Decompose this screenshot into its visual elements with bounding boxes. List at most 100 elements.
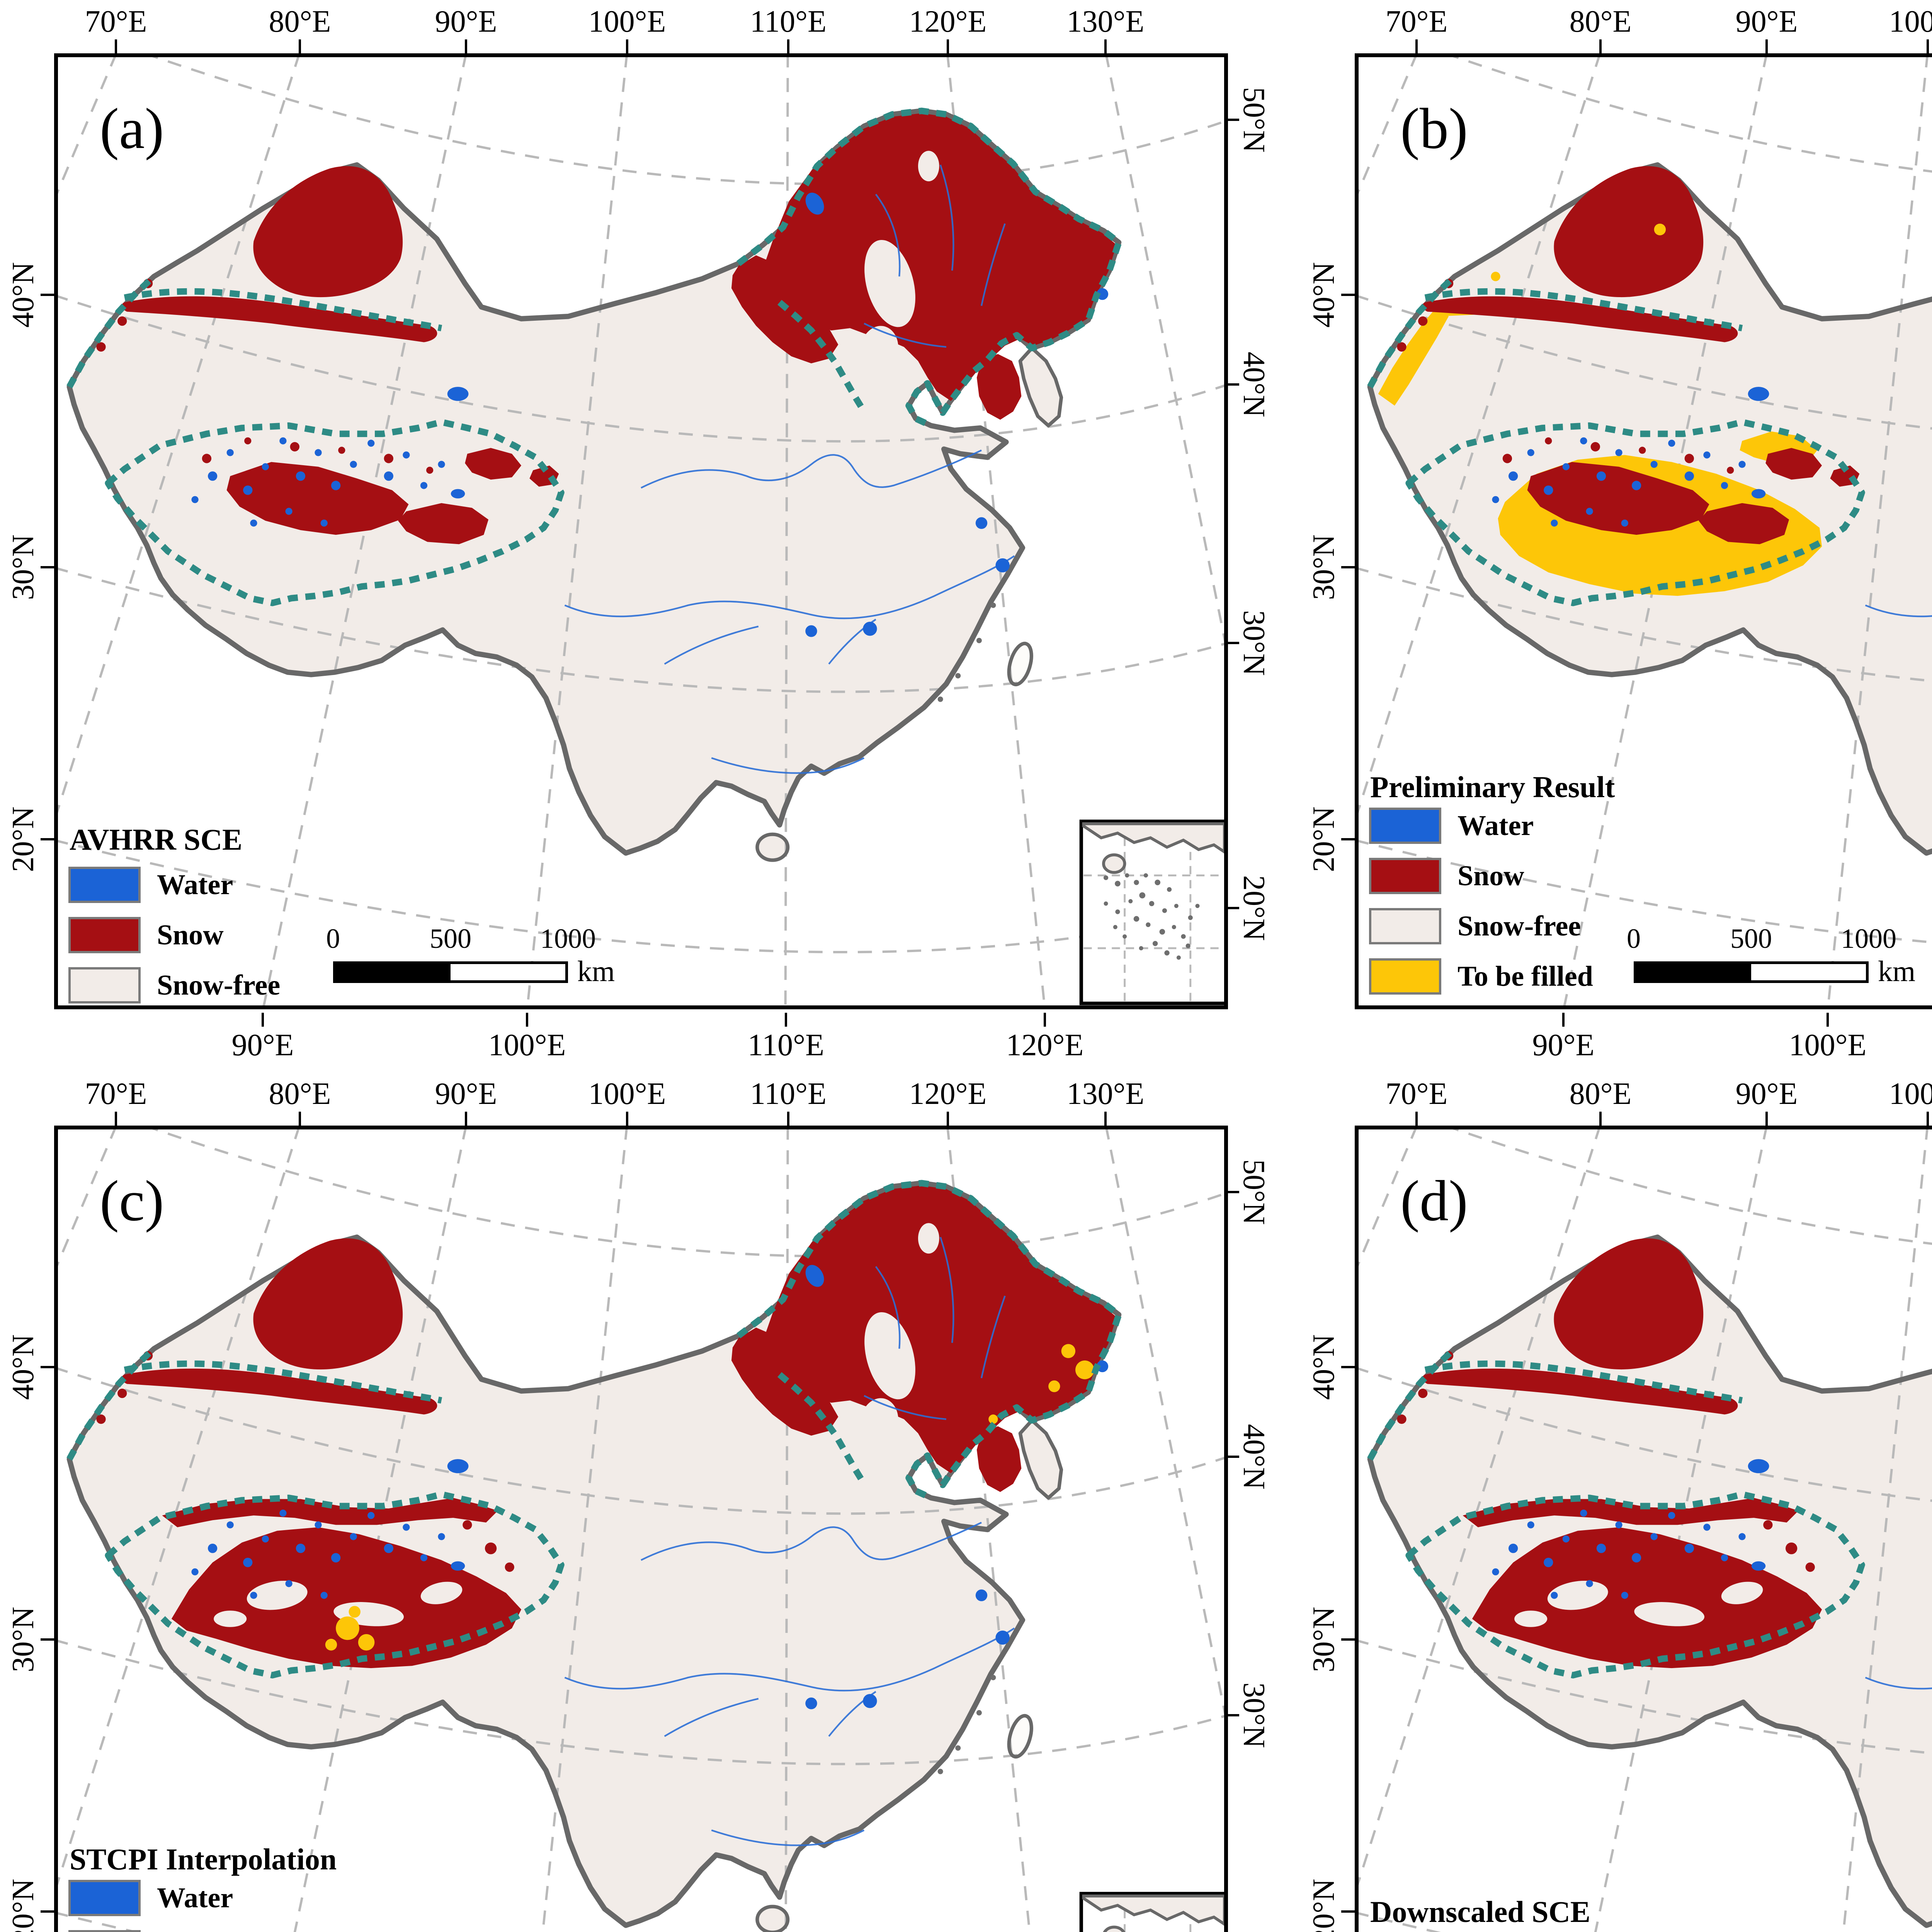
axis-label-top: 130°E	[1048, 1078, 1163, 1126]
tick-mark	[1341, 1366, 1355, 1368]
panel-letter: (a)	[100, 97, 164, 161]
tick-mark	[41, 1638, 54, 1641]
axis-label-top: 70°E	[1359, 5, 1475, 53]
legend-label: Snow-free	[1458, 910, 1581, 942]
legend-swatch-water	[1369, 808, 1441, 844]
axis-label-right: 40°N	[1237, 352, 1271, 417]
panel-letter: (c)	[100, 1169, 164, 1233]
legend-label: Snow	[157, 919, 224, 951]
axis-label-top: 90°E	[1709, 5, 1825, 53]
legend-swatch-snowfree	[68, 967, 141, 1003]
scale-tick-500: 500	[1730, 923, 1772, 954]
panel-b: 70°E 80°E 90°E 100°E 110°E 120°E 130°E 9…	[1301, 0, 1932, 1072]
legend-title: AVHRR SCE	[70, 823, 243, 856]
tick-mark	[41, 1910, 54, 1913]
scale-bar-rule	[333, 961, 568, 983]
axis-label-top: 70°E	[58, 1078, 174, 1126]
tick-mark	[1226, 1456, 1239, 1458]
china-map-avhrr	[54, 53, 1228, 1009]
legend-item: Water	[68, 1880, 233, 1916]
legend-item: Snow-free	[1369, 908, 1581, 944]
axis-label-top: 80°E	[1543, 1078, 1658, 1126]
axis-label-right: 40°N	[1237, 1424, 1271, 1490]
legend-swatch-water	[68, 867, 141, 903]
axis-label-top: 80°E	[1543, 5, 1658, 53]
axis-label-right: 20°N	[1235, 1922, 1273, 1932]
legend-swatch-tofill	[1369, 958, 1441, 995]
legend-item: To be filled	[1369, 958, 1593, 995]
axis-label-top: 70°E	[1359, 1078, 1475, 1126]
scale-bar: 0 500 1000 km	[326, 923, 634, 990]
scale-bar: 0 500 1000 km	[1627, 923, 1932, 990]
axis-label-left: 20°N	[6, 806, 40, 872]
panel-c: 70°E 80°E 90°E 100°E 110°E 120°E 130°E 9…	[0, 1072, 1300, 1932]
legend-swatch-snow	[1369, 858, 1441, 894]
scale-tick-500: 500	[430, 923, 471, 954]
axis-label-right: 20°N	[1237, 875, 1271, 941]
panel-letter: (b)	[1400, 97, 1468, 161]
tick-mark	[1341, 1638, 1355, 1641]
scale-tick-0: 0	[1627, 923, 1641, 954]
legend-swatch-water	[68, 1880, 141, 1916]
axis-label-bottom: 100°E	[469, 1013, 585, 1061]
tick-mark	[1226, 383, 1239, 386]
tick-mark	[1341, 838, 1355, 840]
axis-label-top: 70°E	[58, 5, 174, 53]
panel-d: 70°E 80°E 90°E 100°E 110°E 120°E 130°E 9…	[1301, 1072, 1932, 1932]
tick-mark	[1226, 1714, 1239, 1716]
axis-label-left: 40°N	[6, 1334, 40, 1400]
tick-mark	[41, 566, 54, 568]
legend-item: Snow-free	[68, 967, 280, 1003]
axis-label-bottom: 90°E	[205, 1013, 321, 1061]
axis-label-bottom: 120°E	[987, 1013, 1103, 1061]
axis-label-left: 30°N	[6, 534, 40, 600]
axis-label-top: 90°E	[1709, 1078, 1825, 1126]
axis-label-top: 110°E	[730, 5, 846, 53]
legend-item: Water	[1369, 808, 1534, 844]
axis-label-left: 30°N	[1307, 534, 1341, 600]
scale-unit: km	[577, 955, 615, 988]
legend-label: Water	[1458, 810, 1534, 842]
axis-label-bottom: 100°E	[1770, 1013, 1886, 1061]
legend-item: Snow	[68, 917, 224, 953]
legend-swatch-snow	[68, 917, 141, 953]
axis-label-left: 20°N	[1307, 1879, 1341, 1932]
axis-label-top: 120°E	[890, 5, 1006, 53]
panel-letter: (d)	[1400, 1169, 1468, 1233]
china-map-downscaled	[1355, 1126, 1932, 1932]
axis-label-left: 40°N	[6, 262, 40, 328]
tick-mark	[1226, 907, 1239, 909]
panel-a: 70°E 80°E 90°E 100°E 110°E 120°E 130°E 9…	[0, 0, 1300, 1072]
axis-label-top: 110°E	[730, 1078, 846, 1126]
legend-swatch-snow	[68, 1930, 141, 1932]
legend-label: Snow-free	[157, 969, 281, 1001]
axis-label-top: 100°E	[569, 1078, 685, 1126]
tick-mark	[41, 838, 54, 840]
axis-label-right: 30°N	[1237, 610, 1271, 676]
tick-mark	[41, 1366, 54, 1368]
scale-bar-rule	[1634, 961, 1869, 983]
axis-label-left: 30°N	[1307, 1607, 1341, 1672]
axis-label-top: 90°E	[408, 5, 524, 53]
legend-title: Preliminary Result	[1370, 770, 1615, 804]
legend-label: Snow	[157, 1930, 224, 1932]
scale-tick-0: 0	[326, 923, 340, 954]
axis-label-left: 40°N	[1307, 1334, 1341, 1400]
axis-label-top: 90°E	[408, 1078, 524, 1126]
axis-label-bottom: 90°E	[1505, 1013, 1621, 1061]
scale-tick-1000: 1000	[1841, 923, 1896, 954]
scale-unit: km	[1878, 955, 1916, 988]
axis-label-right: 50°N	[1237, 87, 1271, 153]
legend-item: Snow	[68, 1930, 224, 1932]
china-map-stcpi	[54, 1126, 1228, 1932]
axis-label-right: 50°N	[1237, 1159, 1271, 1225]
legend-item: Water	[68, 867, 233, 903]
axis-label-top: 80°E	[242, 1078, 358, 1126]
tick-mark	[1341, 1910, 1355, 1913]
tick-mark	[41, 294, 54, 296]
scale-tick-1000: 1000	[540, 923, 596, 954]
axis-label-top: 120°E	[890, 1078, 1006, 1126]
tick-mark	[1341, 294, 1355, 296]
tick-mark	[1226, 642, 1239, 644]
